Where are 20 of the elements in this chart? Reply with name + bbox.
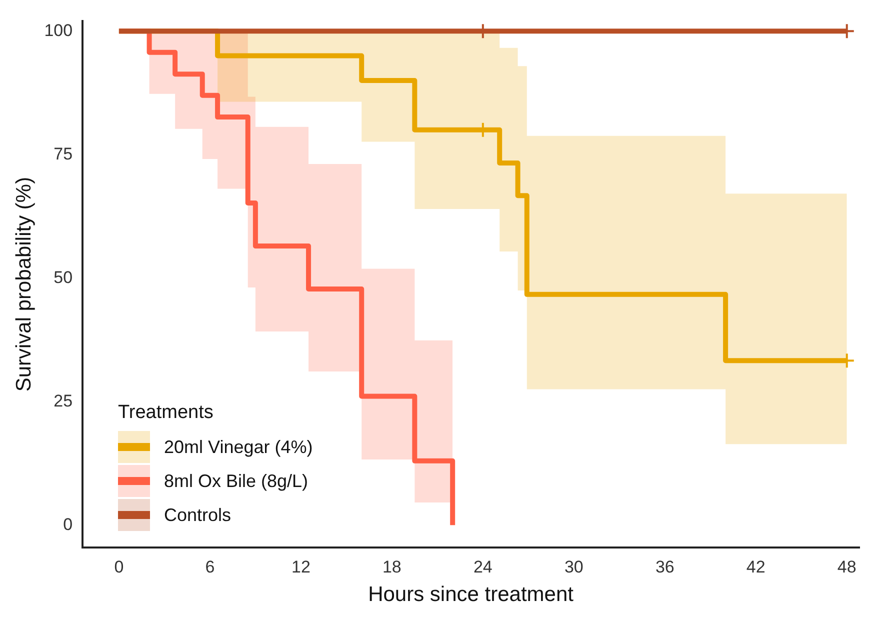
x-tick-label: 0 (114, 557, 124, 576)
x-tick-label: 24 (473, 557, 492, 576)
x-tick-label: 18 (382, 557, 402, 576)
x-tick-label: 12 (291, 557, 310, 576)
x-tick-label: 6 (205, 557, 215, 576)
x-tick-label: 36 (655, 557, 674, 576)
x-tick-label: 42 (746, 557, 766, 576)
legend-label: Controls (164, 504, 232, 526)
y-tick-label: 75 (54, 144, 73, 164)
y-tick-label: 0 (63, 514, 73, 534)
x-tick-label: 48 (837, 557, 856, 576)
y-tick-label: 25 (54, 391, 73, 410)
y-axis-title: Survival probability (%) (12, 176, 36, 392)
legend-title: Treatments (118, 402, 214, 424)
legend-label: 8ml Ox Bile (8g/L) (164, 470, 308, 492)
y-tick-label: 50 (54, 268, 73, 287)
y-tick-label: 100 (44, 20, 73, 40)
x-axis-title: Hours since treatment (368, 583, 574, 606)
x-tick-label: 30 (564, 557, 584, 576)
legend-label: 20ml Vinegar (4%) (164, 436, 313, 458)
